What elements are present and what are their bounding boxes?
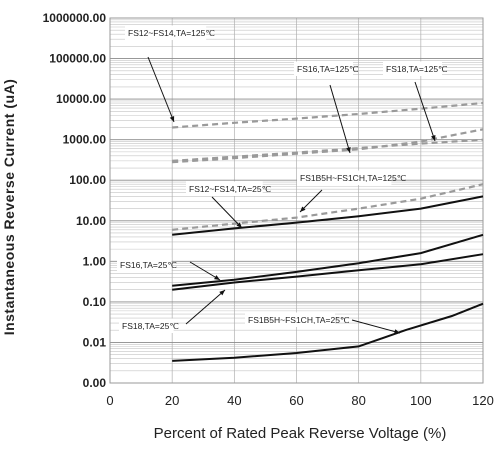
callout-bg — [245, 312, 335, 327]
series-line-7 — [172, 253, 484, 291]
x-tick-label: 60 — [289, 393, 303, 408]
series-label: FS18,TA=25℃ — [122, 321, 179, 331]
x-axis-title: Percent of Rated Peak Reverse Voltage (%… — [154, 425, 447, 442]
callout-bg — [119, 318, 174, 333]
series-callout-7: FS18,TA=25℃ — [119, 289, 226, 333]
series-line-5 — [172, 183, 484, 231]
callouts: FS12~FS14,TA=125℃ FS16,TA=125℃ FS18,TA=125… — [117, 25, 448, 334]
callout-bg — [125, 25, 207, 40]
series-callout-4: FS12~FS14,TA=25℃ — [186, 181, 272, 229]
x-tick-label: 0 — [106, 393, 113, 408]
x-tick-label: 80 — [351, 393, 365, 408]
leader-arrowhead — [300, 206, 306, 212]
series-line-2 — [172, 128, 484, 164]
series-label: FS16,TA=25℃ — [120, 260, 177, 270]
leader-arrowhead — [236, 222, 242, 228]
series-label: FS1B5H~FS1CH,TA=25℃ — [248, 315, 350, 325]
y-tick-label: 10000.00 — [56, 92, 106, 106]
leader-arrowhead — [394, 329, 400, 334]
series-line-3 — [172, 138, 484, 162]
leader-line — [147, 56, 175, 123]
y-tick-label: 0.10 — [83, 295, 107, 309]
series-label: FS12~FS14,TA=25℃ — [189, 184, 272, 194]
leader-arrowhead — [346, 147, 351, 153]
series-callout-1: FS12~FS14,TA=125℃ — [125, 25, 215, 123]
callout-bg — [294, 61, 354, 76]
leader-arrowhead — [214, 275, 220, 280]
leader-line — [211, 196, 243, 229]
x-tick-label: 100 — [410, 393, 432, 408]
series-line-1 — [172, 101, 484, 129]
leader-line — [185, 289, 226, 325]
callout-bg — [117, 257, 172, 272]
y-tick-label: 1.00 — [83, 254, 107, 268]
leader-line — [351, 319, 401, 334]
series-callout-8: FS1B5H~FS1CH,TA=25℃ — [245, 312, 401, 334]
x-tick-label: 120 — [472, 393, 494, 408]
series-label: FS18,TA=125℃ — [386, 64, 448, 74]
series-callout-5: FS1B5H~FS1CH,TA=125℃ — [297, 170, 407, 213]
series-label: FS16,TA=125℃ — [297, 64, 359, 74]
series-callout-3: FS18,TA=125℃ — [383, 61, 448, 142]
y-tick-label: 10.00 — [76, 214, 106, 228]
series-callout-2: FS16,TA=125℃ — [294, 61, 359, 154]
series-callout-6: FS16,TA=25℃ — [117, 257, 221, 281]
leader-arrowhead — [169, 116, 175, 122]
y-tick-label: 1000.00 — [63, 133, 107, 147]
y-axis-title: Instantaneous Reverse Current (uA) — [1, 79, 17, 336]
series-layer — [172, 101, 484, 362]
leader-line — [329, 84, 351, 154]
y-tick-label: 100000.00 — [49, 52, 106, 66]
callout-bg — [186, 181, 263, 196]
y-tick-label: 0.00 — [83, 376, 107, 390]
callout-bg — [383, 61, 443, 76]
leader-line — [189, 261, 221, 281]
leader-line — [414, 81, 436, 142]
y-tick-label: 1000000.00 — [43, 11, 107, 25]
leader-arrowhead — [431, 135, 436, 141]
x-tick-label: 40 — [227, 393, 241, 408]
leader-arrowhead — [219, 290, 225, 296]
x-tick-label: 20 — [165, 393, 179, 408]
callout-bg — [297, 170, 392, 185]
y-tick-label: 0.01 — [83, 335, 107, 349]
series-line-4 — [172, 195, 484, 236]
axes: Percent of Rated Peak Reverse Voltage (%… — [1, 11, 494, 442]
series-line-8 — [172, 302, 484, 362]
series-line-6 — [172, 233, 484, 287]
y-tick-label: 100.00 — [69, 173, 106, 187]
series-label: FS12~FS14,TA=125℃ — [128, 28, 215, 38]
plot-border — [109, 17, 484, 384]
series-label: FS1B5H~FS1CH,TA=125℃ — [300, 173, 407, 183]
